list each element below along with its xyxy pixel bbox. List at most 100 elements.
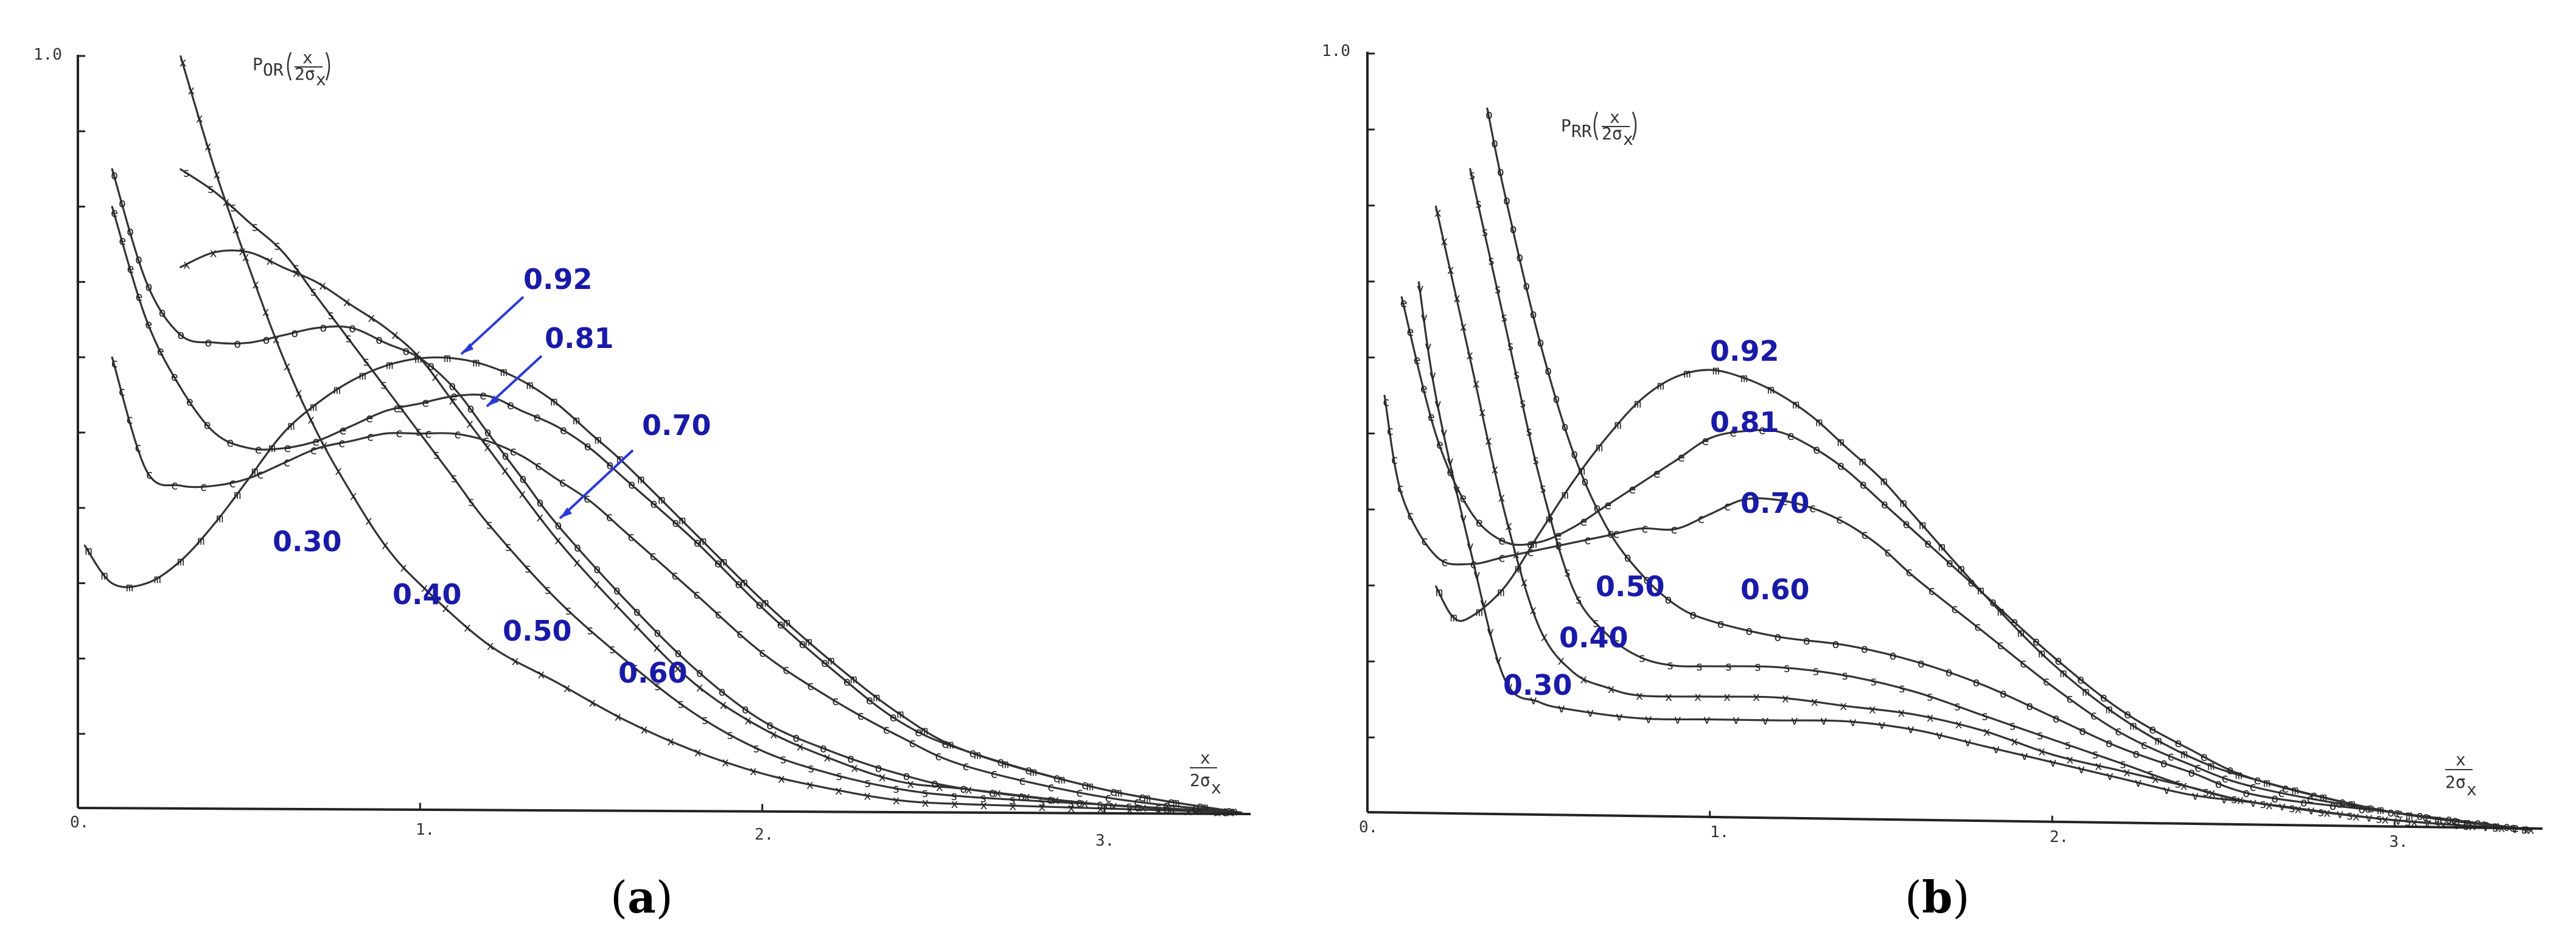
series-marker-0.60: o (674, 645, 682, 660)
series-marker-0.50: x (293, 265, 300, 280)
series-marker-0.81: e (1580, 514, 1587, 529)
series-marker-0.50: s (2036, 728, 2044, 742)
series-marker-0.70: c (145, 467, 153, 482)
series-marker-0.50: s (1638, 650, 1646, 665)
series-marker-0.92: m (1578, 463, 1585, 478)
series-marker-0.30: v (1586, 705, 1594, 720)
series-marker-0.60: o (1946, 665, 1953, 680)
series-marker-0.60: o (1485, 107, 1493, 122)
series-marker-0.81: e (2174, 736, 2182, 750)
series-marker-0.70: c (1441, 555, 1448, 569)
panel-a-label: (a) (610, 871, 673, 923)
series-marker-0.81: e (756, 597, 763, 611)
series-marker-0.40: x (1636, 688, 1643, 703)
panel-b-xlabel-num: x (2456, 750, 2466, 770)
series-marker-0.50: s (1667, 658, 1674, 672)
series-marker-0.70: c (1861, 527, 1868, 541)
panel-b-x-tick-label-3: 3. (2389, 833, 2408, 851)
series-marker-0.70: c (126, 412, 133, 427)
series-marker-0.30: x (980, 798, 988, 812)
series-marker-0.92: m (1201, 799, 1209, 814)
series-marker-0.50: s (1555, 537, 1562, 552)
series-marker-0.92: m (699, 534, 707, 548)
series-marker-0.30: x (806, 778, 814, 792)
series-marker-0.40: s (836, 768, 843, 783)
series-marker-0.50: x (501, 463, 509, 478)
panel-a-annotation-060: 0.60 (618, 656, 688, 689)
series-marker-0.92: m (1740, 371, 1748, 385)
series-marker-0.70: c (1884, 545, 1891, 559)
series-marker-0.50: s (1926, 689, 1933, 703)
series-marker-0.30: x (464, 620, 471, 635)
series-marker-0.92: m (921, 723, 928, 738)
series-marker-0.70: c (2066, 691, 2073, 706)
series-marker-0.92: m (1900, 495, 1907, 510)
series-marker-0.70: c (1905, 565, 1913, 579)
series-marker-0.40: x (1898, 705, 1905, 720)
series-marker-0.50: s (1475, 196, 1482, 211)
series-marker-0.60: o (519, 472, 526, 486)
series-marker-0.81: e (1428, 409, 1435, 424)
series-marker-0.30: v (1434, 397, 1442, 411)
series-marker-0.30: v (2078, 762, 2085, 776)
series-marker-0.50: s (1481, 224, 1489, 239)
series-marker-0.81: e (1476, 515, 1483, 530)
series-marker-0.81: e (584, 439, 592, 453)
series-marker-0.70: c (1555, 538, 1563, 553)
series-marker-0.50: s (1954, 698, 1961, 713)
series-marker-0.60: o (127, 224, 134, 238)
series-marker-0.30: v (1616, 709, 1623, 723)
series-marker-0.92: m (1115, 785, 1122, 800)
series-marker-0.81: e (560, 422, 567, 437)
series-marker-0.50: x (674, 661, 682, 675)
series-marker-0.40: s (327, 307, 335, 322)
series-marker-0.92: m (126, 580, 133, 594)
panel-b-annotation-030: 0.30 (1503, 669, 1572, 701)
panel-b-ylabel-frac-num: x (1610, 107, 1620, 127)
series-marker-0.30: x (835, 783, 842, 798)
series-marker-0.60: o (1510, 221, 1517, 236)
panel-a-ylabel-sub: OR (263, 60, 284, 80)
series-marker-0.70: c (1613, 526, 1620, 541)
series-marker-0.70: c (111, 356, 118, 371)
series-marker-0.60: o (1774, 629, 1781, 644)
series-marker-0.70: c (1397, 481, 1404, 495)
series-marker-0.50: s (2230, 792, 2238, 806)
series-marker-0.40: x (1753, 689, 1760, 704)
series-marker-0.50: x (368, 310, 375, 325)
series-marker-0.60: o (1717, 616, 1725, 631)
series-marker-0.40: s (980, 790, 987, 805)
series-marker-0.92: m (1938, 540, 1946, 554)
series-marker-0.60: o (1552, 391, 1560, 406)
series-marker-0.60: o (537, 495, 544, 510)
series-marker-0.92: m (1919, 518, 1926, 532)
series-marker-0.81: e (650, 496, 657, 511)
series-marker-0.60: o (349, 321, 356, 335)
series-marker-0.30: v (2163, 782, 2170, 797)
panel-b-annotation-092: 0.92 (1710, 335, 1779, 367)
series-marker-0.81: e (672, 515, 679, 530)
series-marker-0.92: m (897, 707, 904, 722)
series-marker-0.81: e (1400, 296, 1408, 310)
panel-a-x-tick-label-0: 0. (70, 813, 89, 832)
series-marker-0.70: c (909, 736, 916, 750)
series-marker-0.60: o (1503, 193, 1510, 207)
series-marker-0.81: e (1447, 465, 1454, 479)
series-marker-0.70: c (2278, 785, 2285, 800)
series-marker-0.40: x (1557, 653, 1565, 668)
series-marker-0.70: c (310, 443, 317, 458)
series-marker-0.81: e (628, 477, 635, 492)
series-marker-0.50: s (2202, 784, 2210, 799)
panel-b-x-tick-label-0: 0. (1359, 818, 1378, 837)
series-marker-0.60: o (234, 336, 241, 351)
series-marker-0.30: v (1558, 701, 1565, 715)
series-marker-0.81: e (2124, 707, 2131, 722)
series-marker-0.40: s (450, 470, 458, 485)
series-marker-0.60: o (119, 196, 126, 211)
series-marker-0.30: x (442, 600, 449, 615)
series-marker-0.81: e (157, 344, 164, 358)
series-marker-0.60: o (989, 785, 996, 800)
series-marker-0.81: e (2149, 722, 2156, 737)
series-marker-0.70: c (832, 694, 839, 708)
